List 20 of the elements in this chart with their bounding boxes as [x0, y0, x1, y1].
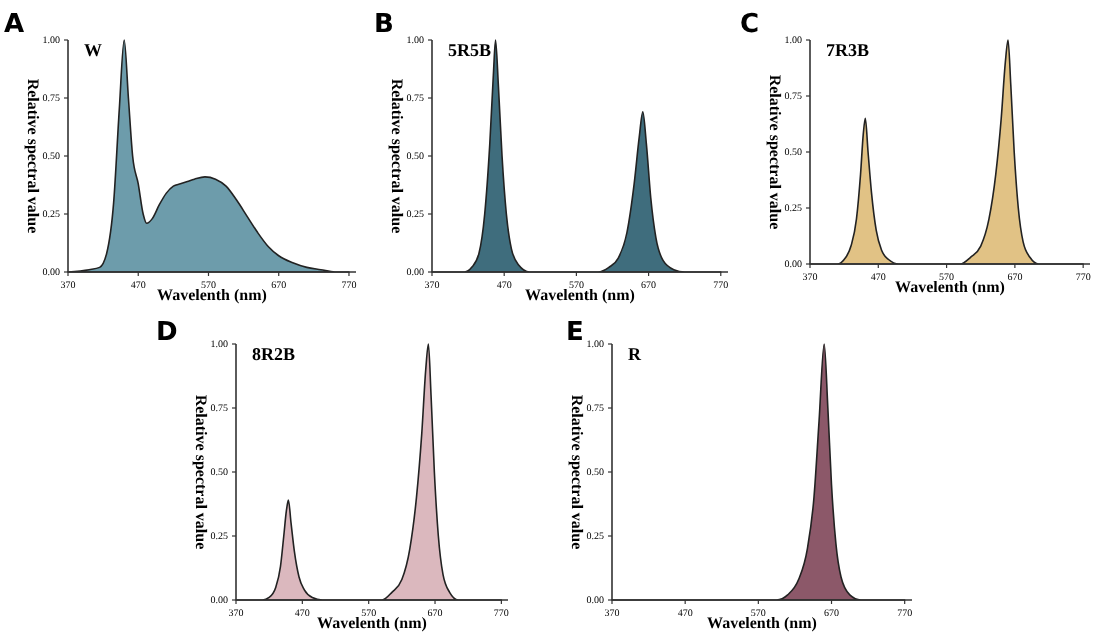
- chart-title: E: [566, 318, 584, 348]
- chart-title: D: [156, 318, 178, 348]
- x-axis-title: Wavelenth (nm): [707, 614, 818, 632]
- chart-subtitle: 7R3B: [826, 40, 870, 60]
- x-axis-title: Wavelenth (nm): [317, 614, 428, 632]
- x-axis-title: Wavelenth (nm): [525, 286, 636, 304]
- x-axis-title: Wavelenth (nm): [895, 278, 1006, 296]
- x-axis-title: Wavelenth (nm): [157, 286, 268, 304]
- chart-subtitle: 8R2B: [252, 344, 296, 364]
- y-axis-title: Relative spectral value: [388, 78, 406, 235]
- chart-title: B: [374, 10, 394, 40]
- chart-title: C: [740, 10, 760, 40]
- chart-subtitle: 5R5B: [448, 40, 492, 60]
- y-axis-title: Relative spectral value: [766, 74, 784, 231]
- chart-title: A: [4, 10, 25, 40]
- y-axis-title: Relative spectral value: [192, 394, 210, 551]
- y-axis-title: Relative spectral value: [24, 78, 42, 235]
- chart-subtitle: R: [628, 344, 642, 364]
- chart-subtitle: W: [84, 40, 102, 60]
- y-axis-title: Relative spectral value: [568, 394, 586, 551]
